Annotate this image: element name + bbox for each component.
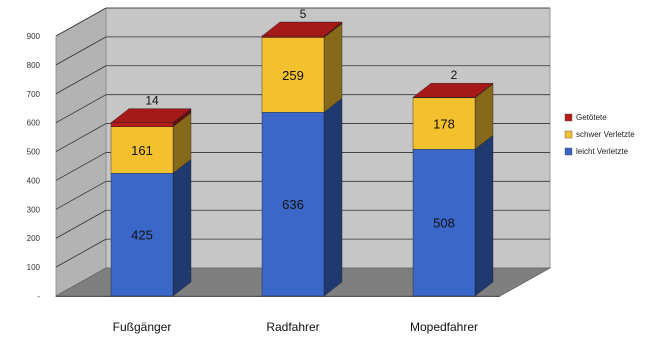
legend: Getötete schwer Verletzte leicht Verletzte <box>564 113 635 156</box>
bar-top-face <box>412 83 494 98</box>
y-tick-label: 700 <box>27 90 41 99</box>
y-tick-label: 500 <box>27 148 41 157</box>
category-label: Radfahrer <box>266 320 319 334</box>
y-tick-label: 600 <box>27 119 41 128</box>
category-label: Fußgänger <box>113 320 172 334</box>
bar-segment-3: 5 <box>261 7 343 38</box>
bar-top-face <box>261 21 343 37</box>
data-label: 178 <box>433 117 455 132</box>
data-label: 259 <box>282 68 304 83</box>
bar-side-face <box>172 158 192 297</box>
gridline-side <box>55 152 107 181</box>
bar-segment-1: 636 <box>261 97 343 297</box>
bar-side-face <box>323 97 343 297</box>
bar-segment-1: 508 <box>412 134 494 297</box>
legend-label: leicht Verletzte <box>576 147 629 156</box>
bar-side-face <box>323 23 343 113</box>
bar-segment-3: 2 <box>412 68 494 99</box>
y-axis-ticks: - 100 200 300 400 500 600 700 800 900 <box>27 32 41 301</box>
gridline-side <box>55 209 107 239</box>
gridline-side <box>55 180 107 210</box>
bar-front-face <box>110 173 174 297</box>
y-tick-label: 200 <box>27 234 41 243</box>
gridline-side <box>55 123 107 152</box>
y-tick-label: 100 <box>27 263 41 272</box>
y-tick-label: 800 <box>27 61 41 70</box>
data-label: 5 <box>300 7 307 21</box>
bar-front-face <box>412 149 476 297</box>
category-label: Mopedfahrer <box>410 320 478 334</box>
bar-segment-2: 178 <box>412 83 494 150</box>
gridline-side <box>55 94 107 124</box>
bar-front-face <box>110 122 174 127</box>
bar-side-face <box>474 134 494 297</box>
gridline-side <box>55 36 107 66</box>
bar-segment-2: 259 <box>261 23 343 113</box>
bar-front-face <box>261 112 325 297</box>
legend-label: Getötete <box>576 113 607 122</box>
bar-front-face <box>412 97 476 150</box>
data-label: 161 <box>131 143 153 158</box>
y-tick-label: - <box>37 292 40 301</box>
legend-swatch <box>564 147 573 156</box>
data-label: 636 <box>282 197 304 212</box>
data-label: 2 <box>451 68 458 82</box>
data-label: 14 <box>145 94 159 108</box>
bar-segment-1: 425 <box>110 158 192 297</box>
bar-front-face <box>261 37 325 113</box>
data-label: 425 <box>131 228 153 243</box>
bar-segment-3: 14 <box>110 94 192 128</box>
legend-swatch <box>564 113 573 122</box>
legend-label: schwer Verletzte <box>576 130 635 139</box>
y-tick-label: 400 <box>27 176 41 185</box>
bar-top-face <box>110 108 192 123</box>
category-labels: Fußgänger Radfahrer Mopedfahrer <box>113 320 478 334</box>
y-tick-label: 900 <box>27 32 41 41</box>
bars: 425 161 14 636 259 5 508 178 2 <box>110 7 494 297</box>
y-tick-label: 300 <box>27 205 41 214</box>
legend-swatch <box>564 130 573 139</box>
gridline-side <box>55 65 107 95</box>
data-label: 508 <box>433 216 455 231</box>
gridline-side <box>55 238 107 268</box>
bar-front-face <box>261 35 325 38</box>
gridline-side <box>55 7 107 37</box>
bar-front-face <box>110 126 174 174</box>
